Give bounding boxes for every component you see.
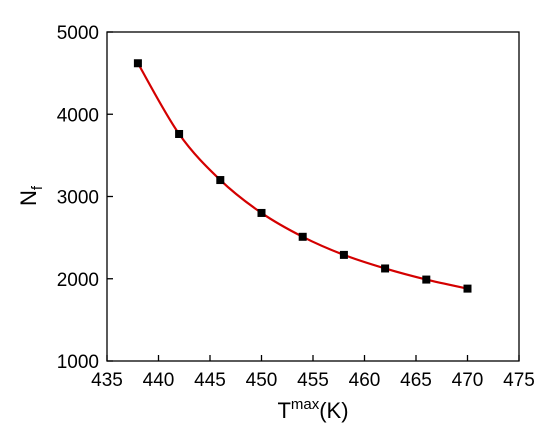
x-label-superscript: max <box>291 396 320 413</box>
x-tick-label: 465 <box>400 370 432 391</box>
x-tick-label: 450 <box>246 370 278 391</box>
marker <box>339 250 348 259</box>
x-tick-label: 470 <box>452 370 484 391</box>
x-tick-label: 435 <box>91 370 123 391</box>
x-axis-label: Tmax(K) <box>277 396 348 423</box>
marker <box>216 176 225 185</box>
marker <box>463 284 472 293</box>
marker <box>175 129 184 138</box>
marker <box>257 208 266 217</box>
x-tick-label: 460 <box>349 370 381 391</box>
y-tick-label: 1000 <box>57 352 99 373</box>
marker <box>133 59 142 68</box>
marker <box>381 264 390 273</box>
x-tick-label: 455 <box>297 370 329 391</box>
y-tick-label: 2000 <box>57 270 99 291</box>
y-tick-label: 4000 <box>57 105 99 126</box>
x-label-text: T <box>277 398 290 423</box>
series-line <box>136 62 468 290</box>
x-tick-label: 475 <box>503 370 535 391</box>
marker <box>422 275 431 284</box>
x-tick-label: 445 <box>194 370 226 391</box>
y-label-text: N <box>16 190 41 206</box>
y-label-subscript: f <box>29 185 46 190</box>
x-tick-label: 440 <box>143 370 175 391</box>
marker <box>298 232 307 241</box>
y-tick-label: 3000 <box>57 188 99 209</box>
x-label-suffix: (K) <box>319 398 348 423</box>
y-axis-label: Nf <box>16 185 46 206</box>
y-tick-label: 5000 <box>57 23 99 44</box>
plot-frame <box>106 31 520 362</box>
